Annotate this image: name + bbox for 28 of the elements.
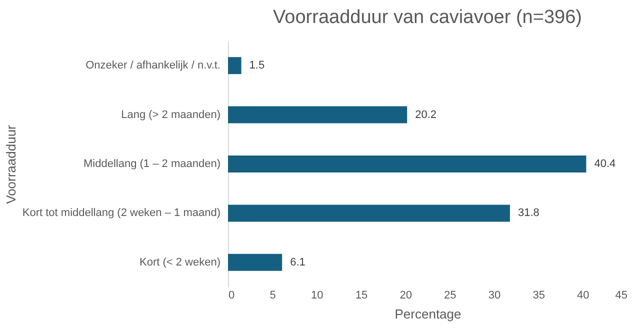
data-label: 31.8 [518,207,540,220]
x-tick-label: 0 [228,290,235,302]
data-label: 1.5 [249,60,265,72]
bar [228,204,510,222]
y-tick-label: Kort (< 2 weken) [139,256,220,268]
x-tick-label: 20 [400,290,412,302]
x-tick-label: 25 [444,290,456,302]
x-tick-label: 30 [488,290,501,302]
y-axis-title: Voorraadduur [4,124,18,204]
chart-title: Voorraadduur van caviavoer (n=396) [273,7,582,28]
x-tick-label: 40 [577,290,590,302]
y-tick-label: Onzeker / afhankelijk / n.v.t. [86,60,220,72]
bar [228,57,242,74]
x-tick-label: 5 [270,290,276,302]
bar [228,106,408,124]
x-tick-label: 45 [615,290,628,302]
bar [228,156,586,172]
data-label: 6.1 [290,256,306,268]
bar [228,254,282,271]
x-axis-title: Percentage [394,306,462,322]
x-tick-label: 35 [532,290,545,302]
x-tick-label: 10 [311,290,324,302]
y-tick-label: Kort tot middellang (2 weken – 1 maand) [22,207,220,220]
data-label: 20.2 [415,108,437,121]
y-tick-label: Middellang (1 – 2 maanden) [84,158,220,170]
data-label: 40.4 [594,158,616,170]
y-tick-label: Lang (> 2 maanden) [121,108,220,121]
x-tick-label: 15 [355,290,368,302]
